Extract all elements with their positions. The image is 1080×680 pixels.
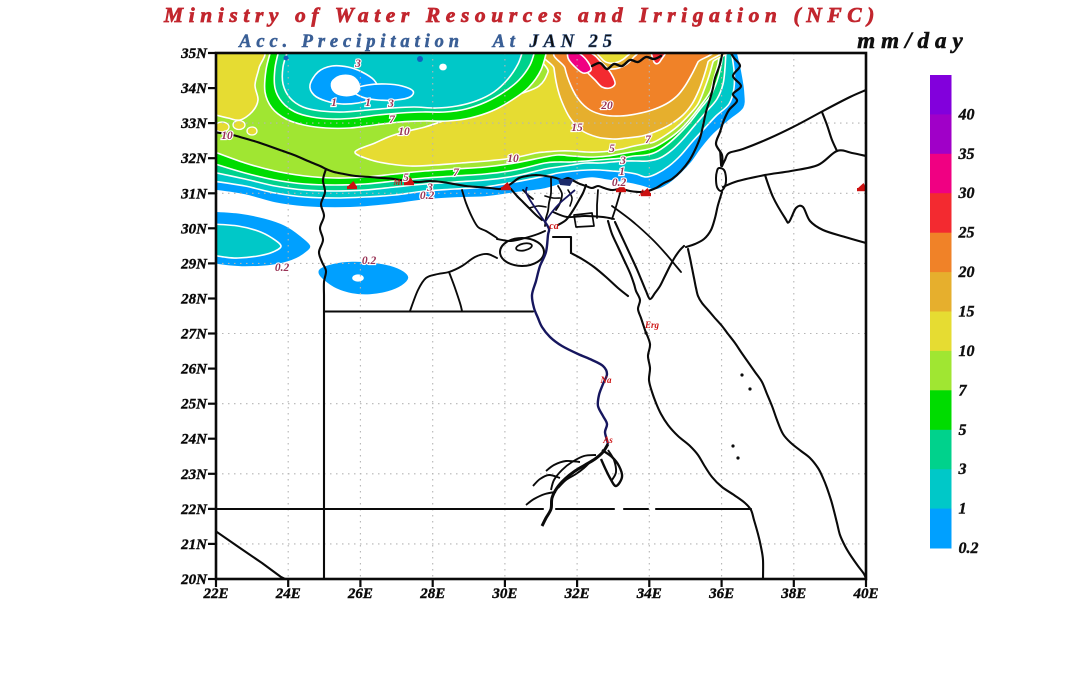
svg-text:ca: ca: [549, 221, 558, 232]
svg-text:21N: 21N: [180, 537, 208, 553]
svg-text:26N: 26N: [180, 362, 208, 378]
svg-text:23N: 23N: [180, 467, 208, 483]
svg-text:20N: 20N: [180, 572, 208, 588]
svg-text:10: 10: [959, 343, 975, 360]
svg-text:25N: 25N: [180, 397, 208, 413]
svg-text:3: 3: [354, 58, 361, 70]
svg-text:3: 3: [387, 98, 394, 110]
svg-text:34E: 34E: [636, 586, 662, 602]
svg-text:10: 10: [221, 130, 233, 142]
svg-text:40: 40: [958, 106, 975, 123]
svg-text:29N: 29N: [180, 256, 208, 272]
svg-text:0.2: 0.2: [420, 190, 435, 202]
svg-text:Mt: Mt: [392, 178, 403, 187]
svg-text:0.2: 0.2: [362, 255, 377, 267]
svg-text:7: 7: [959, 382, 968, 399]
svg-text:3: 3: [426, 182, 433, 194]
svg-text:mm/day: mm/day: [857, 28, 968, 53]
svg-text:38E: 38E: [780, 586, 806, 602]
svg-text:Ar: Ar: [638, 188, 649, 198]
svg-text:Erg: Erg: [644, 320, 660, 330]
svg-text:28E: 28E: [419, 586, 445, 602]
svg-text:28N: 28N: [180, 292, 208, 308]
svg-text:3: 3: [958, 461, 967, 478]
svg-text:5: 5: [609, 143, 615, 155]
svg-text:24N: 24N: [180, 432, 208, 448]
svg-text:Acc. Precipitation At JAN 25: Acc. Precipitation At JAN 25: [238, 32, 617, 52]
svg-text:35N: 35N: [180, 46, 208, 62]
svg-text:22N: 22N: [180, 502, 208, 518]
svg-text:34N: 34N: [180, 81, 208, 97]
svg-text:As: As: [602, 435, 613, 445]
svg-text:36E: 36E: [708, 586, 734, 602]
svg-text:Ministry of Water Resources an: Ministry of Water Resources and Irrigati…: [163, 3, 880, 27]
svg-text:35: 35: [958, 146, 975, 163]
svg-text:0.2: 0.2: [275, 262, 290, 274]
svg-text:5: 5: [959, 422, 967, 439]
svg-text:30: 30: [958, 185, 975, 202]
svg-text:7: 7: [645, 134, 652, 146]
svg-text:24E: 24E: [275, 586, 301, 602]
svg-text:22E: 22E: [202, 586, 228, 602]
svg-text:1: 1: [959, 501, 967, 518]
svg-text:33N: 33N: [180, 116, 208, 132]
svg-text:32N: 32N: [180, 151, 208, 167]
svg-text:30E: 30E: [491, 586, 517, 602]
svg-text:30N: 30N: [180, 221, 208, 237]
svg-text:Na: Na: [600, 375, 612, 385]
svg-text:20: 20: [958, 264, 975, 281]
svg-text:0.2: 0.2: [959, 540, 979, 557]
svg-text:32E: 32E: [564, 586, 590, 602]
svg-text:25: 25: [958, 225, 975, 242]
svg-text:40E: 40E: [852, 586, 878, 602]
svg-text:1: 1: [365, 97, 371, 109]
svg-text:7: 7: [389, 114, 396, 126]
svg-text:1: 1: [331, 97, 337, 109]
svg-text:15: 15: [959, 304, 975, 321]
svg-text:5: 5: [403, 172, 409, 184]
svg-text:27N: 27N: [180, 327, 208, 343]
svg-text:26E: 26E: [347, 586, 373, 602]
svg-text:7: 7: [453, 167, 460, 179]
svg-text:10: 10: [507, 153, 519, 165]
svg-text:0.2: 0.2: [612, 177, 627, 189]
svg-text:3: 3: [619, 155, 626, 167]
svg-text:1: 1: [619, 166, 625, 178]
svg-text:20: 20: [600, 100, 613, 112]
svg-text:31N: 31N: [180, 186, 208, 202]
svg-text:10: 10: [398, 126, 410, 138]
svg-text:15: 15: [571, 122, 583, 134]
